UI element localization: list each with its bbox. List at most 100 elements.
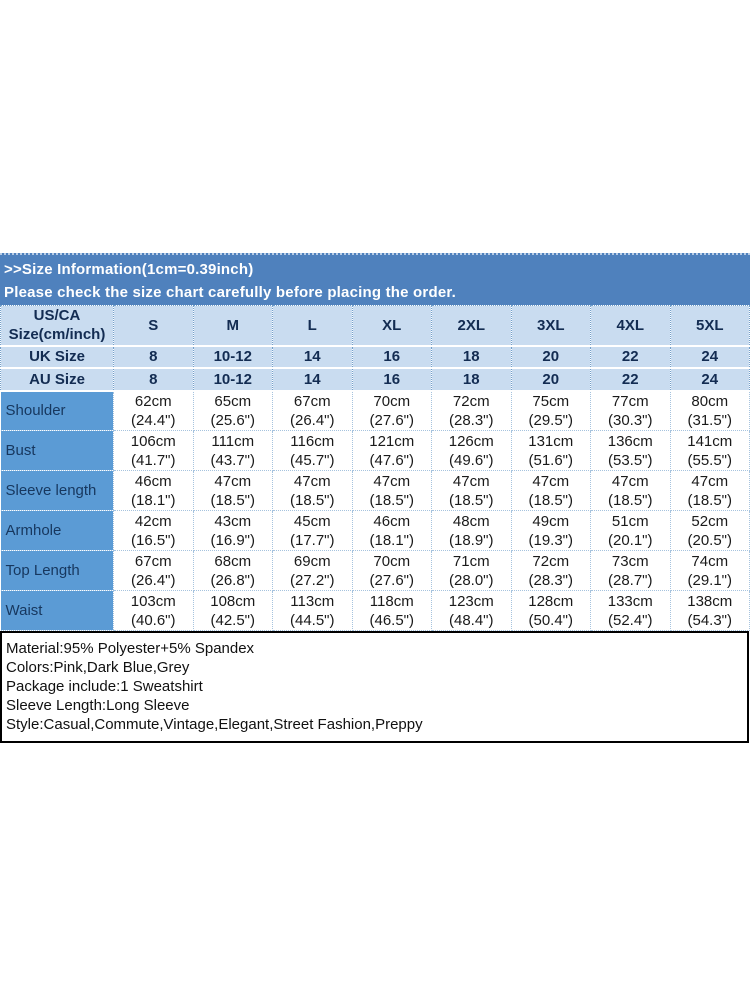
measure-cell: 106cm (41.7") [113,430,194,471]
measure-cell: 103cm (40.6") [113,590,194,631]
measure-cell: 67cm (26.4") [272,390,353,431]
measure-cell: 46cm (18.1") [351,510,432,551]
au-size-value: 14 [272,367,353,392]
uk-size-value: 14 [272,345,353,369]
measure-cell: 47cm (18.5") [510,470,591,511]
measure-label: Waist [0,590,114,631]
size-col-header-3xl: 3XL [510,305,591,347]
measure-cell: 118cm (46.5") [351,590,432,631]
measure-cell: 138cm (54.3") [669,590,750,631]
info-line-package-include: Package include:1 Sweatshirt [6,678,203,695]
measure-cell: 70cm (27.6") [351,390,432,431]
measure-cell: 65cm (25.6") [192,390,273,431]
au-size-value: 24 [669,367,750,392]
info-line-style: Style:Casual,Commute,Vintage,Elegant,Str… [6,716,423,733]
product-info-box: Material:95% Polyester+5% Spandex Colors… [0,631,749,743]
measure-cell: 141cm (55.5") [669,430,750,471]
size-header-row: US/CA Size(cm/inch) S M L XL 2XL 3XL 4XL… [0,305,750,347]
size-col-header-xl: XL [351,305,432,347]
size-col-header-2xl: 2XL [431,305,512,347]
measure-label: Shoulder [0,390,114,431]
uk-size-value: 18 [431,345,512,369]
uk-size-value: 24 [669,345,750,369]
measure-cell: 73cm (28.7") [590,550,671,591]
measure-cell: 47cm (18.5") [272,470,353,511]
measure-cell: 47cm (18.5") [192,470,273,511]
au-size-value: 20 [510,367,591,392]
measure-cell: 123cm (48.4") [431,590,512,631]
uk-size-label: UK Size [0,345,114,369]
measure-cell: 43cm (16.9") [192,510,273,551]
measure-cell: 62cm (24.4") [113,390,194,431]
measure-row-armhole: Armhole 42cm (16.5") 43cm (16.9") 45cm (… [0,510,750,551]
measure-row-top-length: Top Length 67cm (26.4") 68cm (26.8") 69c… [0,550,750,591]
uk-size-value: 20 [510,345,591,369]
measure-label: Sleeve length [0,470,114,511]
uk-size-value: 10-12 [192,345,273,369]
measure-cell: 70cm (27.6") [351,550,432,591]
measure-row-waist: Waist 103cm (40.6") 108cm (42.5") 113cm … [0,590,750,631]
measure-cell: 49cm (19.3") [510,510,591,551]
size-col-header-4xl: 4XL [590,305,671,347]
measure-cell: 74cm (29.1") [669,550,750,591]
size-col-header-m: M [192,305,273,347]
measure-cell: 133cm (52.4") [590,590,671,631]
au-size-row: AU Size 8 10-12 14 16 18 20 22 24 [0,367,750,392]
measure-cell: 72cm (28.3") [431,390,512,431]
au-size-value: 8 [113,367,194,392]
size-info-header: >>Size Information(1cm=0.39inch) Please … [0,253,750,305]
measure-cell: 47cm (18.5") [590,470,671,511]
measure-cell: 52cm (20.5") [669,510,750,551]
measure-cell: 111cm (43.7") [192,430,273,471]
size-col-header-l: L [272,305,353,347]
measure-row-sleeve-length: Sleeve length 46cm (18.1") 47cm (18.5") … [0,470,750,511]
measure-row-shoulder: Shoulder 62cm (24.4") 65cm (25.6") 67cm … [0,390,750,431]
measure-cell: 47cm (18.5") [431,470,512,511]
measure-cell: 68cm (26.8") [192,550,273,591]
measure-label: Bust [0,430,114,471]
uk-size-value: 8 [113,345,194,369]
size-info-title: >>Size Information(1cm=0.39inch) [4,261,254,278]
uk-size-value: 22 [590,345,671,369]
measure-cell: 136cm (53.5") [590,430,671,471]
measure-cell: 47cm (18.5") [351,470,432,511]
measure-cell: 69cm (27.2") [272,550,353,591]
info-line-sleeve-length: Sleeve Length:Long Sleeve [6,697,190,714]
measure-cell: 48cm (18.9") [431,510,512,551]
uk-size-value: 16 [351,345,432,369]
measure-cell: 46cm (18.1") [113,470,194,511]
size-info-subtitle: Please check the size chart carefully be… [4,284,456,301]
measure-cell: 67cm (26.4") [113,550,194,591]
measure-cell: 51cm (20.1") [590,510,671,551]
measure-cell: 71cm (28.0") [431,550,512,591]
info-line-colors: Colors:Pink,Dark Blue,Grey [6,659,190,676]
measure-cell: 113cm (44.5") [272,590,353,631]
size-col-header-s: S [113,305,194,347]
au-size-value: 10-12 [192,367,273,392]
measure-cell: 77cm (30.3") [590,390,671,431]
size-table: US/CA Size(cm/inch) S M L XL 2XL 3XL 4XL… [0,305,750,631]
au-size-value: 16 [351,367,432,392]
measure-cell: 47cm (18.5") [669,470,750,511]
measure-label: Armhole [0,510,114,551]
au-size-value: 22 [590,367,671,392]
measure-cell: 131cm (51.6") [510,430,591,471]
measure-row-bust: Bust 106cm (41.7") 111cm (43.7") 116cm (… [0,430,750,471]
measure-cell: 45cm (17.7") [272,510,353,551]
measure-cell: 80cm (31.5") [669,390,750,431]
measure-cell: 116cm (45.7") [272,430,353,471]
corner-cell-us-ca-size: US/CA Size(cm/inch) [0,305,114,347]
size-col-header-5xl: 5XL [669,305,750,347]
measure-cell: 126cm (49.6") [431,430,512,471]
measure-cell: 121cm (47.6") [351,430,432,471]
measure-cell: 108cm (42.5") [192,590,273,631]
measure-cell: 75cm (29.5") [510,390,591,431]
measure-cell: 42cm (16.5") [113,510,194,551]
measure-cell: 128cm (50.4") [510,590,591,631]
uk-size-row: UK Size 8 10-12 14 16 18 20 22 24 [0,345,750,369]
measure-cell: 72cm (28.3") [510,550,591,591]
au-size-label: AU Size [0,367,114,392]
measure-label: Top Length [0,550,114,591]
au-size-value: 18 [431,367,512,392]
